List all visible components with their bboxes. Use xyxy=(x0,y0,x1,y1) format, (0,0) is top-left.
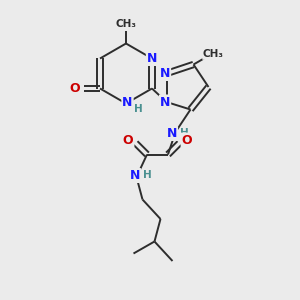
Text: H: H xyxy=(134,104,143,114)
Text: N: N xyxy=(147,52,157,65)
Text: N: N xyxy=(160,67,170,80)
Text: O: O xyxy=(182,134,192,147)
Text: CH₃: CH₃ xyxy=(203,49,224,59)
Text: N: N xyxy=(160,95,170,109)
Text: N: N xyxy=(122,96,133,110)
Text: H: H xyxy=(142,170,152,181)
Text: O: O xyxy=(70,82,80,95)
Text: N: N xyxy=(130,169,140,182)
Text: O: O xyxy=(123,134,134,147)
Text: N: N xyxy=(167,127,177,140)
Text: H: H xyxy=(179,128,188,139)
Text: CH₃: CH₃ xyxy=(116,19,136,29)
